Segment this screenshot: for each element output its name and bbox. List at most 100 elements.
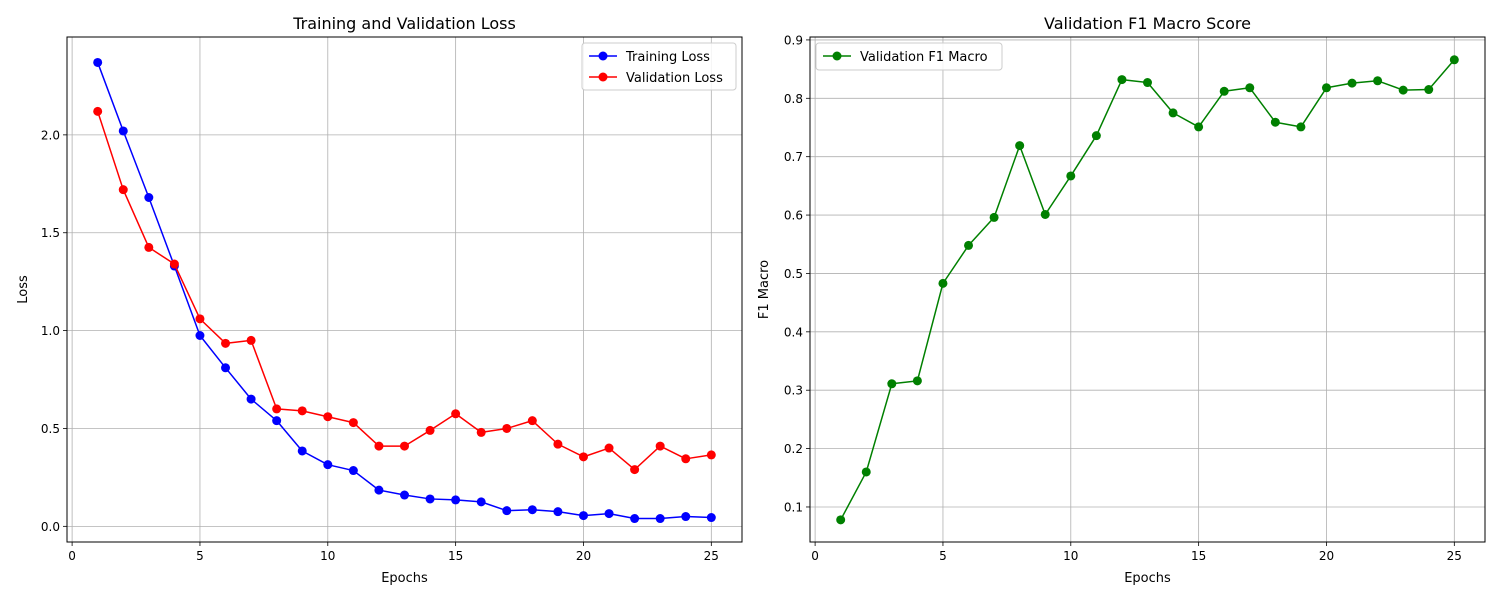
data-point-training-loss: [323, 460, 333, 470]
legend-label-validation-loss: Validation Loss: [626, 71, 723, 86]
data-point-validation-f1-macro: [989, 212, 999, 222]
data-point-training-loss: [527, 505, 537, 515]
data-point-training-loss: [246, 394, 256, 404]
loss-chart-x-tick-label: 20: [576, 549, 591, 563]
f1-chart-x-tick-label: 10: [1063, 549, 1078, 563]
loss-chart-y-tick-label: 1.0: [41, 324, 60, 338]
data-point-training-loss: [578, 511, 588, 521]
data-point-training-loss: [374, 485, 384, 495]
data-point-validation-f1-macro: [1245, 83, 1255, 93]
data-point-validation-loss: [246, 335, 256, 345]
data-point-validation-f1-macro: [1040, 209, 1050, 219]
f1-chart-y-axis-label: F1 Macro: [757, 260, 772, 319]
data-point-validation-loss: [655, 441, 665, 451]
loss-chart-x-tick-label: 0: [68, 549, 76, 563]
f1-chart-ticks: 0 5 10 15 20 25 0.1 0.2 0.3 0.4 0.5 0.6 0.7 0.8 0.9: [784, 33, 1462, 563]
f1-chart-plot-area: [809, 36, 1486, 543]
legend-marker-training-loss: [598, 51, 608, 61]
legend-label-training-loss: Training Loss: [625, 50, 710, 65]
loss-chart: 0 5 10 15 20 25 0.0 0.5 1.0 1.5 2.0 Training and V…: [16, 14, 743, 586]
data-point-validation-loss: [604, 443, 614, 453]
f1-chart-y-tick-label: 0.5: [784, 267, 803, 281]
loss-chart-y-tick-label: 2.0: [41, 128, 60, 142]
data-point-training-loss: [451, 495, 461, 505]
data-point-validation-f1-macro: [1270, 117, 1280, 127]
data-point-validation-f1-macro: [1219, 86, 1229, 96]
loss-chart-ticks: 0 5 10 15 20 25 0.0 0.5 1.0 1.5 2.0: [41, 128, 719, 563]
data-point-validation-f1-macro: [1296, 122, 1306, 132]
data-point-validation-loss: [706, 450, 716, 460]
legend-item-validation-loss: Validation Loss: [589, 71, 723, 86]
data-point-validation-loss: [476, 427, 486, 437]
data-point-validation-loss: [297, 406, 307, 416]
data-point-validation-f1-macro: [1015, 141, 1025, 151]
data-point-validation-loss: [118, 185, 128, 195]
data-point-validation-loss: [169, 259, 179, 269]
loss-chart-y-axis-label: Loss: [16, 275, 31, 304]
data-point-training-loss: [681, 512, 691, 522]
data-point-training-loss: [348, 466, 358, 476]
f1-chart-y-tick-label: 0.3: [784, 384, 803, 398]
data-point-validation-f1-macro: [1347, 78, 1357, 88]
loss-chart-y-tick-label: 1.5: [41, 226, 60, 240]
data-point-training-loss: [93, 57, 103, 67]
data-point-validation-loss: [348, 418, 358, 428]
data-point-validation-loss: [374, 441, 384, 451]
f1-chart-series: [836, 55, 1459, 525]
f1-chart-x-tick-label: 20: [1319, 549, 1334, 563]
data-point-validation-f1-macro: [1449, 55, 1459, 65]
data-point-validation-f1-macro: [861, 467, 871, 477]
data-point-validation-loss: [323, 412, 333, 422]
data-point-validation-loss: [195, 314, 205, 324]
data-point-training-loss: [553, 507, 563, 517]
data-point-validation-f1-macro: [938, 278, 948, 288]
loss-chart-x-tick-label: 10: [320, 549, 335, 563]
data-point-validation-loss: [400, 441, 409, 451]
f1-chart: 0 5 10 15 20 25 0.1 0.2 0.3 0.4 0.5 0.6 0.7 0.8 0.9 Va…: [757, 14, 1486, 586]
data-point-validation-f1-macro: [1321, 83, 1331, 93]
loss-chart-legend: Training Loss Validation Loss: [581, 42, 737, 91]
data-point-validation-f1-macro: [964, 240, 974, 250]
data-point-training-loss: [297, 446, 307, 456]
data-point-validation-loss: [144, 242, 154, 252]
data-point-validation-f1-macro: [1168, 108, 1178, 118]
loss-chart-x-tick-label: 15: [448, 549, 463, 563]
data-point-training-loss: [221, 363, 231, 373]
loss-chart-y-tick-label: 0.5: [41, 422, 60, 436]
legend-item-validation-f1-macro: Validation F1 Macro: [823, 50, 988, 65]
legend-item-training-loss: Training Loss: [589, 50, 710, 65]
data-point-validation-f1-macro: [1066, 171, 1076, 181]
loss-chart-grid: [67, 37, 742, 542]
data-point-validation-f1-macro: [912, 376, 922, 386]
data-point-training-loss: [272, 416, 282, 426]
f1-chart-y-tick-label: 0.7: [784, 150, 803, 164]
data-point-validation-f1-macro: [1091, 131, 1101, 141]
f1-chart-x-tick-label: 25: [1447, 549, 1462, 563]
data-point-validation-loss: [630, 465, 640, 475]
data-point-training-loss: [476, 497, 486, 507]
f1-chart-legend-box: [815, 42, 1003, 71]
data-point-training-loss: [502, 506, 512, 516]
data-point-training-loss: [195, 330, 205, 340]
data-point-validation-loss: [527, 416, 537, 426]
loss-chart-plot-area: [66, 36, 743, 543]
f1-chart-y-tick-label: 0.6: [784, 209, 803, 223]
data-point-validation-f1-macro: [836, 515, 846, 525]
data-point-validation-loss: [425, 425, 435, 435]
data-point-validation-loss: [93, 106, 103, 116]
data-point-training-loss: [400, 490, 409, 500]
f1-chart-title: Validation F1 Macro Score: [1044, 14, 1251, 33]
data-point-training-loss: [425, 494, 435, 504]
data-point-validation-loss: [272, 404, 282, 414]
data-point-validation-loss: [221, 338, 231, 348]
data-point-validation-loss: [553, 439, 563, 449]
data-point-training-loss: [118, 126, 128, 136]
f1-chart-y-tick-label: 0.8: [784, 92, 803, 106]
f1-chart-x-tick-label: 15: [1191, 549, 1206, 563]
f1-chart-x-tick-label: 0: [811, 549, 819, 563]
data-point-validation-f1-macro: [1424, 85, 1434, 95]
f1-chart-y-tick-label: 0.4: [784, 325, 803, 339]
data-point-validation-f1-macro: [1117, 75, 1127, 85]
loss-chart-legend-box: [581, 42, 737, 91]
